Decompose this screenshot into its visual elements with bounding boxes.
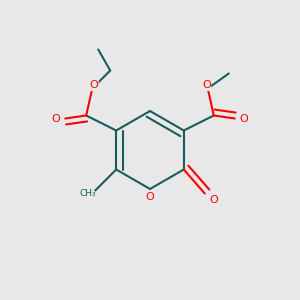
Text: CH₃: CH₃ <box>80 189 96 198</box>
Text: O: O <box>239 113 248 124</box>
Text: O: O <box>146 191 154 202</box>
Text: O: O <box>89 80 98 91</box>
Text: O: O <box>202 80 211 91</box>
Text: O: O <box>52 113 61 124</box>
Text: O: O <box>209 194 218 205</box>
